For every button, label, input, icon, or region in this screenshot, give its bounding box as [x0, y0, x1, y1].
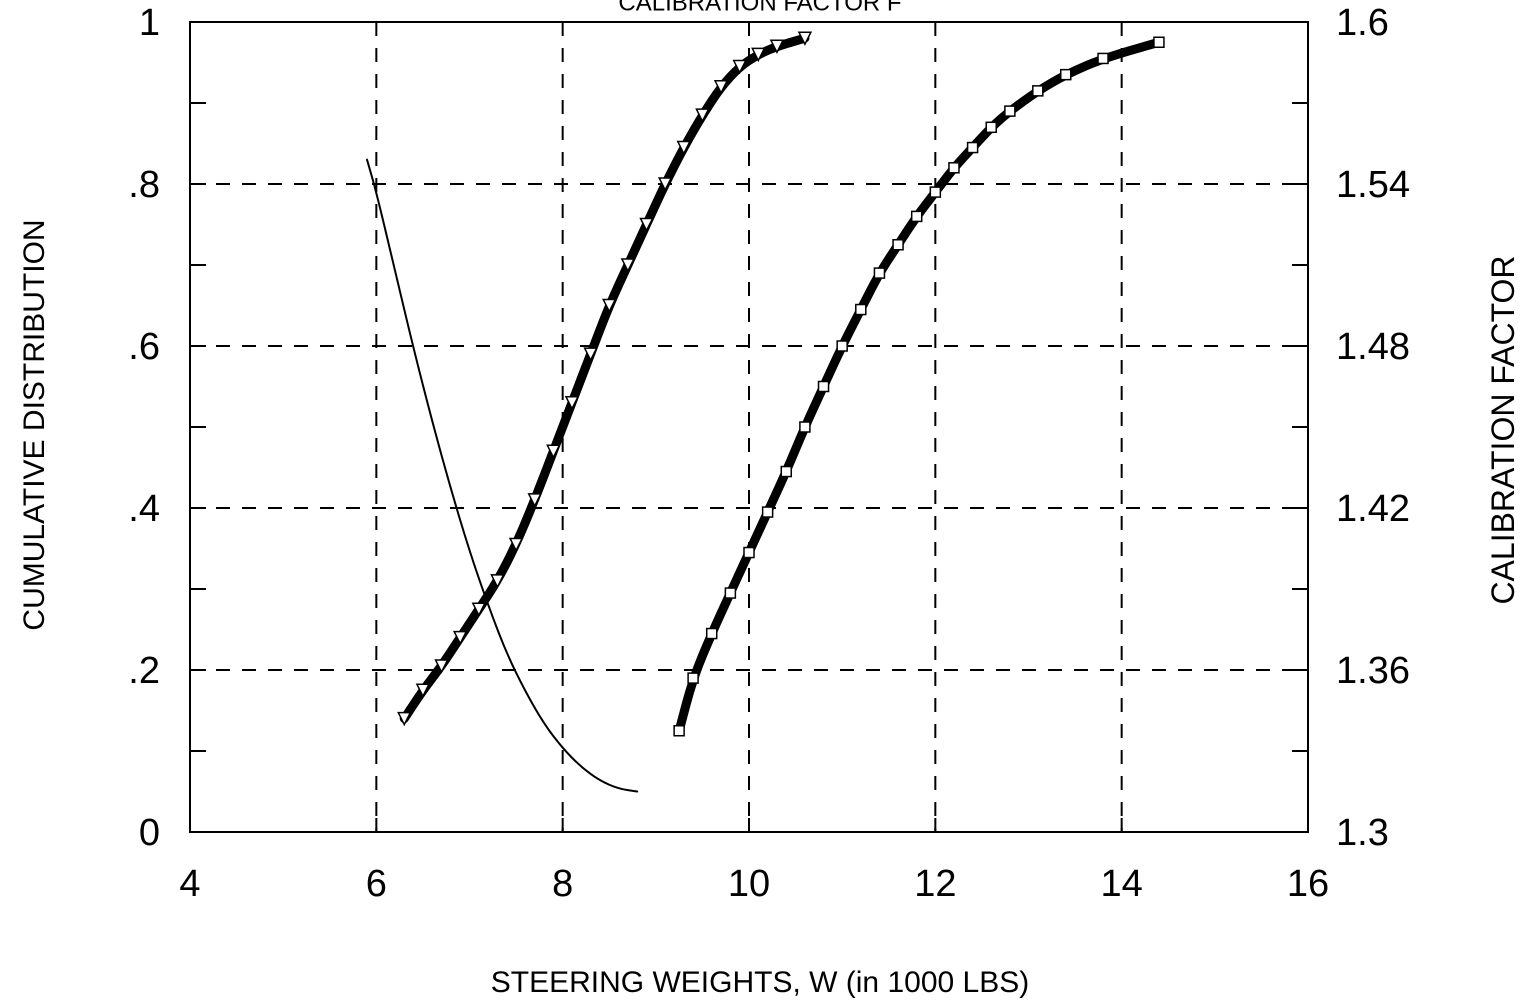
y-left-tick-label: .4 [128, 488, 160, 530]
chart-title: CALIBRATION FACTOR F [618, 0, 901, 16]
y-left-tick-label: .8 [128, 164, 160, 206]
data-point-square [724, 587, 737, 599]
data-point-square [1032, 85, 1044, 97]
x-tick-label: 12 [914, 863, 956, 905]
data-point-triangle [471, 602, 487, 617]
data-point-square [1097, 52, 1109, 65]
data-point-square [948, 162, 960, 174]
data-point-triangle [639, 217, 654, 233]
y-right-tick-label: 1.36 [1336, 650, 1410, 692]
data-point-triangle [769, 39, 785, 54]
y-right-axis-label: CALIBRATION FACTOR [1485, 255, 1521, 604]
data-point-square [1060, 68, 1072, 81]
data-point-square [817, 380, 830, 393]
data-point-square [985, 121, 997, 134]
y-left-tick-label: 1 [139, 2, 160, 44]
x-tick-label: 4 [179, 863, 200, 905]
x-tick-label: 14 [1101, 863, 1143, 905]
data-point-triangle [583, 347, 598, 362]
x-tick-label: 8 [552, 863, 573, 905]
data-point-square [1153, 36, 1165, 48]
data-point-triangle [751, 47, 766, 63]
series-line-0 [399, 33, 810, 724]
data-point-triangle [508, 537, 524, 553]
data-point-triangle [657, 177, 673, 192]
y-left-tick-label: .6 [128, 326, 160, 368]
data-point-square [673, 725, 685, 737]
axis-ticks [189, 21, 1309, 833]
data-point-square [855, 303, 867, 316]
x-axis-label: STEERING WEIGHTS, W (in 1000 LBS) [491, 966, 1029, 999]
data-point-triangle [732, 59, 747, 75]
data-point-square [873, 267, 886, 279]
y-right-tick-label: 1.48 [1336, 326, 1410, 368]
series-layer [366, 31, 1165, 793]
data-point-square [910, 210, 923, 223]
data-point-triangle [546, 444, 561, 459]
data-point-square [836, 340, 848, 352]
y-left-tick-labels: 0 .2 .4 .6 .8 1 [128, 2, 160, 854]
data-point-square [705, 627, 718, 640]
data-point-triangle [452, 630, 468, 646]
data-point-square [929, 186, 942, 198]
data-point-square [799, 421, 811, 433]
y-right-tick-label: 1.3 [1336, 812, 1389, 854]
y-right-tick-label: 1.6 [1336, 2, 1389, 44]
data-point-square [966, 141, 979, 154]
data-point-square [780, 465, 793, 478]
data-point-triangle [797, 31, 813, 46]
data-point-square [687, 672, 699, 684]
y-left-axis-label: CUMULATIVE DISTRIBUTION [18, 219, 51, 630]
data-point-square [761, 506, 774, 518]
y-left-tick-label: .2 [128, 650, 160, 692]
series-line-1 [674, 37, 1164, 736]
x-tick-label: 16 [1287, 863, 1329, 905]
y-left-tick-label: 0 [139, 812, 160, 854]
data-point-square [892, 239, 904, 251]
data-point-square [743, 546, 755, 559]
data-point-triangle [695, 108, 710, 123]
gridlines [190, 22, 1308, 832]
data-point-triangle [490, 574, 505, 589]
y-right-tick-label: 1.42 [1336, 488, 1410, 530]
y-right-tick-labels: 1.3 1.36 1.42 1.48 1.54 1.6 [1336, 2, 1410, 854]
data-point-triangle [564, 395, 580, 411]
y-right-tick-label: 1.54 [1336, 164, 1410, 206]
x-tick-label: 10 [728, 863, 770, 905]
x-tick-label: 6 [366, 863, 387, 905]
data-point-triangle [527, 493, 542, 508]
data-point-triangle [602, 298, 617, 314]
series-line-2 [366, 158, 639, 793]
data-point-triangle [415, 683, 431, 698]
data-point-triangle [676, 140, 691, 156]
data-point-triangle [713, 80, 729, 95]
data-point-square [1004, 105, 1016, 117]
x-tick-labels: 4 6 8 10 12 14 16 [179, 863, 1329, 905]
data-point-triangle [434, 659, 449, 674]
data-point-triangle [397, 711, 412, 727]
data-point-triangle [620, 258, 636, 273]
